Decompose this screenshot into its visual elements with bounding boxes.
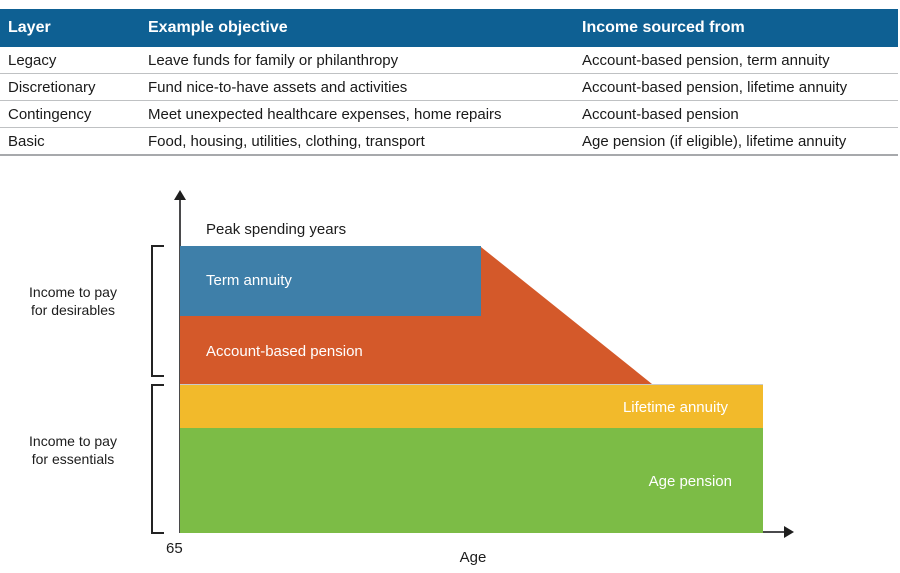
x-axis-origin-tick: 65 xyxy=(166,540,183,557)
cell-income: Age pension (if eligible), lifetime annu… xyxy=(574,127,898,156)
table-row: Legacy Leave funds for family or philant… xyxy=(0,47,898,74)
essentials-bracket xyxy=(151,384,164,534)
cell-objective: Leave funds for family or philanthropy xyxy=(140,47,574,74)
essentials-annotation: Income to pay for essentials xyxy=(29,433,117,467)
table-row: Discretionary Fund nice-to-have assets a… xyxy=(0,73,898,101)
cell-objective: Meet unexpected healthcare expenses, hom… xyxy=(140,100,574,128)
cell-income: Account-based pension xyxy=(574,100,898,128)
income-layers-table: Layer Example objective Income sourced f… xyxy=(0,9,898,156)
desirables-annotation: Income to pay for desirables xyxy=(29,284,117,318)
cell-income: Account-based pension, lifetime annuity xyxy=(574,73,898,101)
cell-income: Account-based pension, term annuity xyxy=(574,47,898,74)
cell-objective: Food, housing, utilities, clothing, tran… xyxy=(140,127,574,156)
y-axis-arrow-icon xyxy=(174,190,186,200)
lifetime-annuity-area xyxy=(180,384,763,428)
column-header-objective: Example objective xyxy=(140,9,574,47)
term-annuity-area xyxy=(180,246,481,316)
account-based-pension-label: Account-based pension xyxy=(206,343,363,360)
lifetime-annuity-label: Lifetime annuity xyxy=(622,399,728,416)
desirables-bracket xyxy=(151,245,164,377)
cell-layer: Contingency xyxy=(0,100,140,128)
term-annuity-label: Term annuity xyxy=(206,272,292,289)
table-row: Contingency Meet unexpected healthcare e… xyxy=(0,100,898,128)
cell-layer: Discretionary xyxy=(0,73,140,101)
age-pension-label: Age pension xyxy=(648,473,732,490)
cell-layer: Legacy xyxy=(0,47,140,74)
column-header-layer: Layer xyxy=(0,9,140,47)
age-pension-area xyxy=(180,428,763,533)
table-row: Basic Food, housing, utilities, clothing… xyxy=(0,127,898,156)
x-axis-arrow-icon xyxy=(784,526,794,538)
cell-objective: Fund nice-to-have assets and activities xyxy=(140,73,574,101)
chart-title: Peak spending years xyxy=(206,221,347,238)
x-axis-label: Age xyxy=(459,549,487,566)
column-header-income: Income sourced from xyxy=(574,9,898,47)
table-header-row: Layer Example objective Income sourced f… xyxy=(0,9,898,47)
cell-layer: Basic xyxy=(0,127,140,156)
